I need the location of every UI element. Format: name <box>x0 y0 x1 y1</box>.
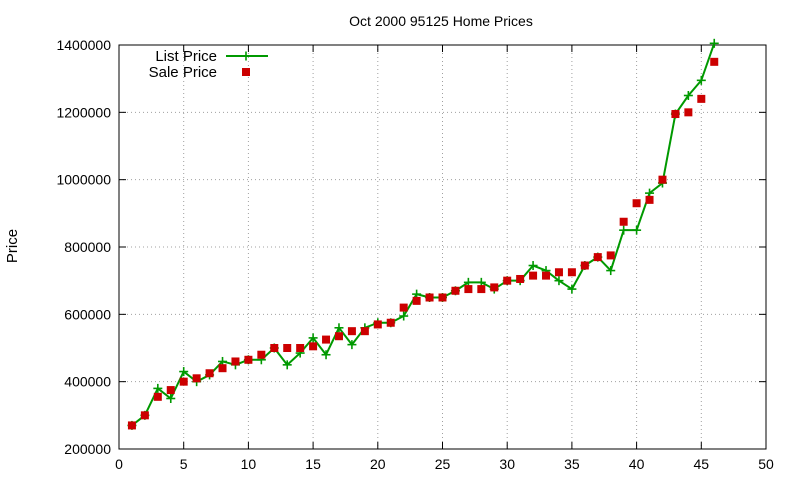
list-price-point <box>709 38 719 48</box>
x-tick-label: 35 <box>564 456 580 472</box>
sale-price-point <box>516 274 525 283</box>
list-price-point <box>179 367 189 377</box>
sale-price-point <box>593 253 602 262</box>
sale-price-point <box>244 355 253 364</box>
sale-price-point <box>529 271 538 280</box>
sale-price-point <box>451 286 460 295</box>
list-price-point <box>399 311 409 321</box>
list-price-point <box>321 350 331 360</box>
list-price-line <box>131 42 716 427</box>
sale-price-point <box>179 377 188 386</box>
y-tick-label: 600000 <box>64 306 111 322</box>
sale-price-point <box>632 199 641 208</box>
sale-price-point <box>425 293 434 302</box>
sale-price-point <box>554 268 563 277</box>
x-tick-label: 40 <box>629 456 645 472</box>
sale-price-point <box>347 327 356 336</box>
y-tick-label: 1400000 <box>56 37 111 53</box>
sale-price-point <box>606 251 615 260</box>
y-tick-label: 800000 <box>64 239 111 255</box>
sale-price-point <box>218 364 227 373</box>
sale-price-point <box>412 296 421 305</box>
sale-price-point <box>567 268 576 277</box>
sale-price-point <box>153 392 162 401</box>
list-price-point <box>696 75 706 85</box>
sale-price-point <box>477 285 486 294</box>
list-price-point <box>528 261 538 271</box>
sale-price-point <box>322 335 331 344</box>
sale-price-point <box>257 350 266 359</box>
sale-price-point <box>127 421 136 430</box>
y-tick-label: 1000000 <box>56 172 111 188</box>
sale-price-point <box>464 285 473 294</box>
list-price-point <box>606 266 616 276</box>
sale-price-point <box>684 108 693 117</box>
x-tick-label: 45 <box>694 456 710 472</box>
list-price-point <box>308 333 318 343</box>
sale-price-point <box>671 110 680 119</box>
sale-price-point <box>490 283 499 292</box>
sale-price-point <box>619 217 628 226</box>
x-tick-label: 0 <box>115 456 123 472</box>
sale-price-point <box>580 261 589 270</box>
list-price-point <box>632 225 642 235</box>
list-price-point <box>282 360 292 370</box>
sale-price-point <box>503 276 512 285</box>
sale-price-point <box>270 344 279 352</box>
tick-labels: 0 5 10 15 20 25 30 35 40 45 50 200000 400000 600000 80… <box>56 37 774 472</box>
sale-price-point <box>399 303 408 312</box>
series-sale-price <box>127 57 719 430</box>
sale-price-point <box>360 327 369 336</box>
sale-price-point <box>710 57 719 66</box>
y-axis-label: Price <box>4 229 21 263</box>
series-list-price <box>127 38 719 430</box>
x-tick-label: 20 <box>370 456 386 472</box>
y-tick-label: 400000 <box>64 374 111 390</box>
y-tick-label: 200000 <box>64 441 111 457</box>
sale-price-point <box>334 332 343 341</box>
list-price-point <box>153 383 163 393</box>
sale-price-point <box>192 374 201 383</box>
list-price-point <box>166 394 176 403</box>
sale-price-point <box>166 386 175 395</box>
sale-price-point <box>140 411 149 420</box>
sale-price-point <box>658 175 667 184</box>
chart-title: Oct 2000 95125 Home Prices <box>349 13 533 29</box>
x-tick-label: 15 <box>305 456 321 472</box>
sale-price-point <box>645 195 654 204</box>
grid <box>119 45 766 449</box>
sale-price-point <box>205 369 214 378</box>
legend-label: Sale Price <box>149 64 217 81</box>
list-price-point <box>334 323 344 333</box>
y-tick-label: 1200000 <box>56 104 111 120</box>
sale-price-point <box>438 293 447 302</box>
list-price-point <box>567 284 577 294</box>
axis-ticks <box>118 44 767 450</box>
x-tick-label: 25 <box>435 456 451 472</box>
x-tick-label: 10 <box>241 456 257 472</box>
series-layer <box>127 38 719 430</box>
legend-square-swatch <box>242 68 250 76</box>
x-tick-label: 5 <box>180 456 188 472</box>
x-tick-label: 50 <box>758 456 774 472</box>
list-price-point <box>619 225 629 235</box>
sale-price-point <box>373 320 382 329</box>
sale-price-point <box>283 344 292 352</box>
sale-price-point <box>386 318 395 327</box>
list-price-point <box>554 276 564 286</box>
list-price-point <box>347 340 357 350</box>
legend-label: List Price <box>155 48 217 65</box>
list-price-point <box>683 91 693 100</box>
x-tick-label: 30 <box>499 456 515 472</box>
sale-price-point <box>309 342 318 351</box>
sale-price-point <box>296 344 305 352</box>
legend-plus-swatch <box>241 51 251 61</box>
sale-price-point <box>231 357 240 366</box>
sale-price-point <box>697 94 706 103</box>
sale-price-point <box>542 271 551 280</box>
